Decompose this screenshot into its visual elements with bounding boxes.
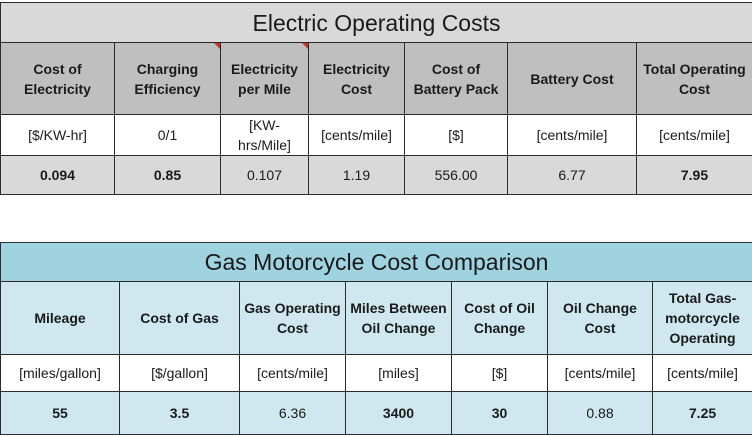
unit-cell[interactable]: [$]: [451, 354, 548, 392]
value-charging-efficiency[interactable]: 0.85: [114, 155, 221, 195]
header-total-gas-label: Total Gas-motorcycle Operating Cost: [665, 290, 740, 346]
value-total-gas-operating-cost[interactable]: 7.25: [651, 391, 752, 435]
comment-indicator-icon[interactable]: [214, 43, 220, 49]
electric-operating-costs-table: Electric Operating Costs Cost of Electri…: [0, 2, 752, 195]
header-electricity-cost[interactable]: Electricity Cost: [308, 42, 405, 115]
header-oil-change-cost[interactable]: Oil Change Cost: [547, 281, 653, 355]
value-gas-operating-cost[interactable]: 6.36: [239, 391, 346, 435]
unit-cell[interactable]: [$/gallon]: [119, 354, 240, 392]
value-total-operating-cost[interactable]: 7.95: [636, 155, 752, 195]
unit-cell[interactable]: 0/1: [114, 114, 221, 156]
value-electricity-cost[interactable]: 1.19: [308, 155, 405, 195]
header-total-gas-motorcycle-operating-cost[interactable]: Total Gas-motorcycle Operating Cost: [651, 281, 752, 355]
header-cost-of-battery-pack[interactable]: Cost of Battery Pack: [404, 42, 508, 115]
header-battery-cost[interactable]: Battery Cost: [507, 42, 637, 115]
header-gas-operating-cost[interactable]: Gas Operating Cost: [239, 281, 346, 355]
unit-cell[interactable]: [cents/mile]: [636, 114, 752, 156]
value-cost-of-electricity[interactable]: 0.094: [0, 155, 115, 195]
header-cost-of-oil-change[interactable]: Cost of Oil Change: [451, 281, 548, 355]
header-miles-between-oil-change[interactable]: Miles Between Oil Change: [345, 281, 452, 355]
unit-cell[interactable]: [$]: [404, 114, 508, 156]
comment-indicator-icon[interactable]: [302, 43, 308, 49]
header-electricity-per-mile-label: Electricity per Mile: [231, 60, 298, 97]
electric-title[interactable]: Electric Operating Costs: [0, 2, 752, 43]
header-cost-of-gas[interactable]: Cost of Gas: [119, 281, 240, 355]
header-charging-efficiency-label: Charging Efficiency: [134, 60, 201, 97]
value-miles-between-oil-change[interactable]: 3400: [345, 391, 452, 435]
value-battery-cost[interactable]: 6.77: [507, 155, 637, 195]
header-total-operating-cost[interactable]: Total Operating Cost: [636, 42, 752, 115]
unit-cell[interactable]: [miles/gallon]: [0, 354, 120, 392]
unit-cell[interactable]: [$/KW-hr]: [0, 114, 115, 156]
unit-cell[interactable]: [cents/mile]: [239, 354, 346, 392]
gas-motorcycle-cost-table: Gas Motorcycle Cost Comparison Mileage C…: [0, 242, 752, 435]
value-electricity-per-mile[interactable]: 0.107: [220, 155, 309, 195]
unit-cell[interactable]: [cents/mile]: [507, 114, 637, 156]
unit-cell[interactable]: [cents/mile]: [547, 354, 653, 392]
header-electricity-per-mile[interactable]: Electricity per Mile: [220, 42, 309, 115]
value-oil-change-cost[interactable]: 0.88: [547, 391, 653, 435]
unit-cell[interactable]: [KW-hrs/Mile]: [220, 114, 309, 156]
unit-cell[interactable]: [cents/mile]: [651, 354, 752, 392]
unit-cell[interactable]: [miles]: [345, 354, 452, 392]
unit-cell[interactable]: [cents/mile]: [308, 114, 405, 156]
value-cost-of-battery-pack[interactable]: 556.00: [404, 155, 508, 195]
value-mileage[interactable]: 55: [0, 391, 120, 435]
header-mileage[interactable]: Mileage: [0, 281, 120, 355]
header-charging-efficiency[interactable]: Charging Efficiency: [114, 42, 221, 115]
value-cost-of-gas[interactable]: 3.5: [119, 391, 240, 435]
header-cost-of-electricity[interactable]: Cost of Electricity: [0, 42, 115, 115]
gas-title[interactable]: Gas Motorcycle Cost Comparison: [0, 242, 752, 282]
value-cost-of-oil-change[interactable]: 30: [451, 391, 548, 435]
